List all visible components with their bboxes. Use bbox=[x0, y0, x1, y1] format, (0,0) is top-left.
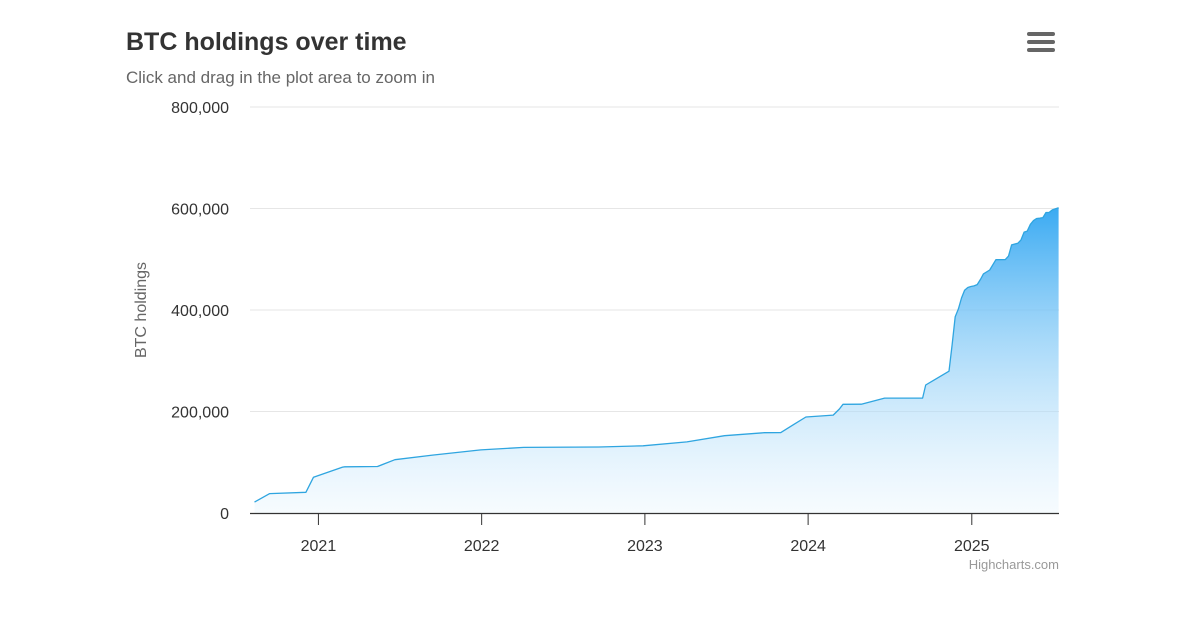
menu-bar bbox=[1027, 48, 1055, 52]
credits-link[interactable]: Highcharts.com bbox=[968, 557, 1059, 572]
y-tick-label: 800,000 bbox=[171, 100, 229, 117]
y-axis-title: BTC holdings bbox=[133, 262, 150, 358]
chart-title: BTC holdings over time bbox=[126, 28, 407, 56]
y-tick-label: 600,000 bbox=[171, 202, 229, 219]
gridlines bbox=[250, 106, 1059, 412]
chart-subtitle: Click and drag in the plot area to zoom … bbox=[126, 68, 436, 87]
x-tick-label: 2022 bbox=[464, 538, 500, 555]
y-tick-label: 200,000 bbox=[171, 405, 229, 422]
axes: 0 200,000 400,000 600,000 800,000 2021 2022 202… bbox=[171, 100, 1059, 555]
series-group bbox=[254, 207, 1059, 513]
series-area bbox=[254, 207, 1059, 513]
y-tick-label: 0 bbox=[220, 506, 229, 523]
series-line bbox=[254, 207, 1059, 503]
x-tick-label: 2023 bbox=[627, 538, 663, 555]
x-tick-label: 2025 bbox=[954, 538, 990, 555]
x-tick-label: 2024 bbox=[790, 538, 826, 555]
menu-bar bbox=[1027, 32, 1055, 36]
x-tick-label: 2021 bbox=[301, 538, 337, 555]
menu-bar bbox=[1027, 40, 1055, 44]
y-tick-label: 400,000 bbox=[171, 303, 229, 320]
hamburger-menu-icon[interactable] bbox=[1026, 32, 1056, 58]
